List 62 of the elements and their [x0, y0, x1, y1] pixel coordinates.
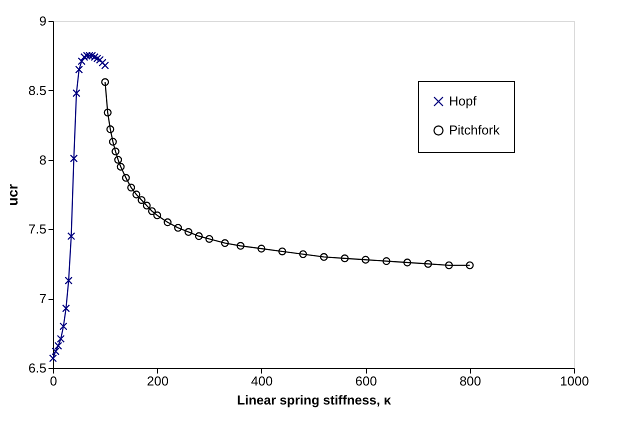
point: [98, 58, 106, 67]
x-tick-label: 400: [251, 374, 273, 388]
point: [382, 257, 390, 266]
point: [114, 156, 122, 164]
point: [54, 342, 62, 350]
point: [67, 232, 76, 240]
point: [236, 242, 245, 250]
point: [403, 258, 412, 266]
point: [132, 190, 140, 198]
point: [112, 148, 120, 156]
point: [70, 154, 78, 162]
point: [138, 196, 146, 204]
point: [142, 202, 151, 210]
legend-label: Hopf: [449, 94, 477, 108]
y-tick-label: 6.5: [28, 360, 46, 376]
point: [320, 253, 328, 261]
point: [64, 276, 73, 285]
y-tick-label: 7.5: [28, 222, 46, 237]
point: [174, 224, 182, 232]
point: [424, 260, 432, 268]
point: [106, 125, 114, 134]
point: [445, 261, 453, 270]
point: [122, 174, 130, 182]
point: [72, 89, 80, 98]
point: [299, 250, 308, 258]
point: [466, 261, 474, 270]
point: [194, 232, 203, 240]
point: [78, 57, 86, 66]
x-axis-title: Linear spring stiffness, κ: [237, 392, 392, 408]
point: [56, 334, 65, 343]
y-tick-label: 8: [39, 152, 46, 168]
point: [127, 184, 136, 192]
x-tick-label: 600: [355, 374, 377, 388]
point: [59, 322, 68, 330]
point: [49, 354, 57, 362]
point: [153, 211, 162, 220]
x-tick-label: 0: [50, 374, 58, 388]
point: [101, 61, 110, 70]
point: [104, 108, 112, 117]
y-tick-label: 9: [39, 14, 46, 28]
point: [340, 254, 349, 262]
point: [52, 347, 60, 356]
point: [101, 78, 110, 86]
point: [116, 162, 125, 171]
legend-label: Pitchfork: [449, 122, 500, 138]
point: [164, 218, 172, 226]
y-axis-title: ucr: [4, 184, 20, 206]
y-tick-label: 7: [39, 291, 46, 306]
point: [220, 239, 229, 248]
y-tick-label: 8.5: [28, 82, 46, 98]
point: [148, 207, 156, 216]
x-tick-label: 200: [146, 374, 169, 388]
point: [205, 234, 214, 243]
point: [362, 256, 370, 264]
point: [257, 244, 266, 253]
point: [108, 138, 117, 146]
point: [184, 228, 192, 236]
point: [62, 304, 70, 312]
point: [278, 247, 286, 256]
x-tick-label: 800: [459, 374, 482, 388]
point: [75, 66, 84, 74]
x-tick-label: 1000: [560, 374, 589, 388]
